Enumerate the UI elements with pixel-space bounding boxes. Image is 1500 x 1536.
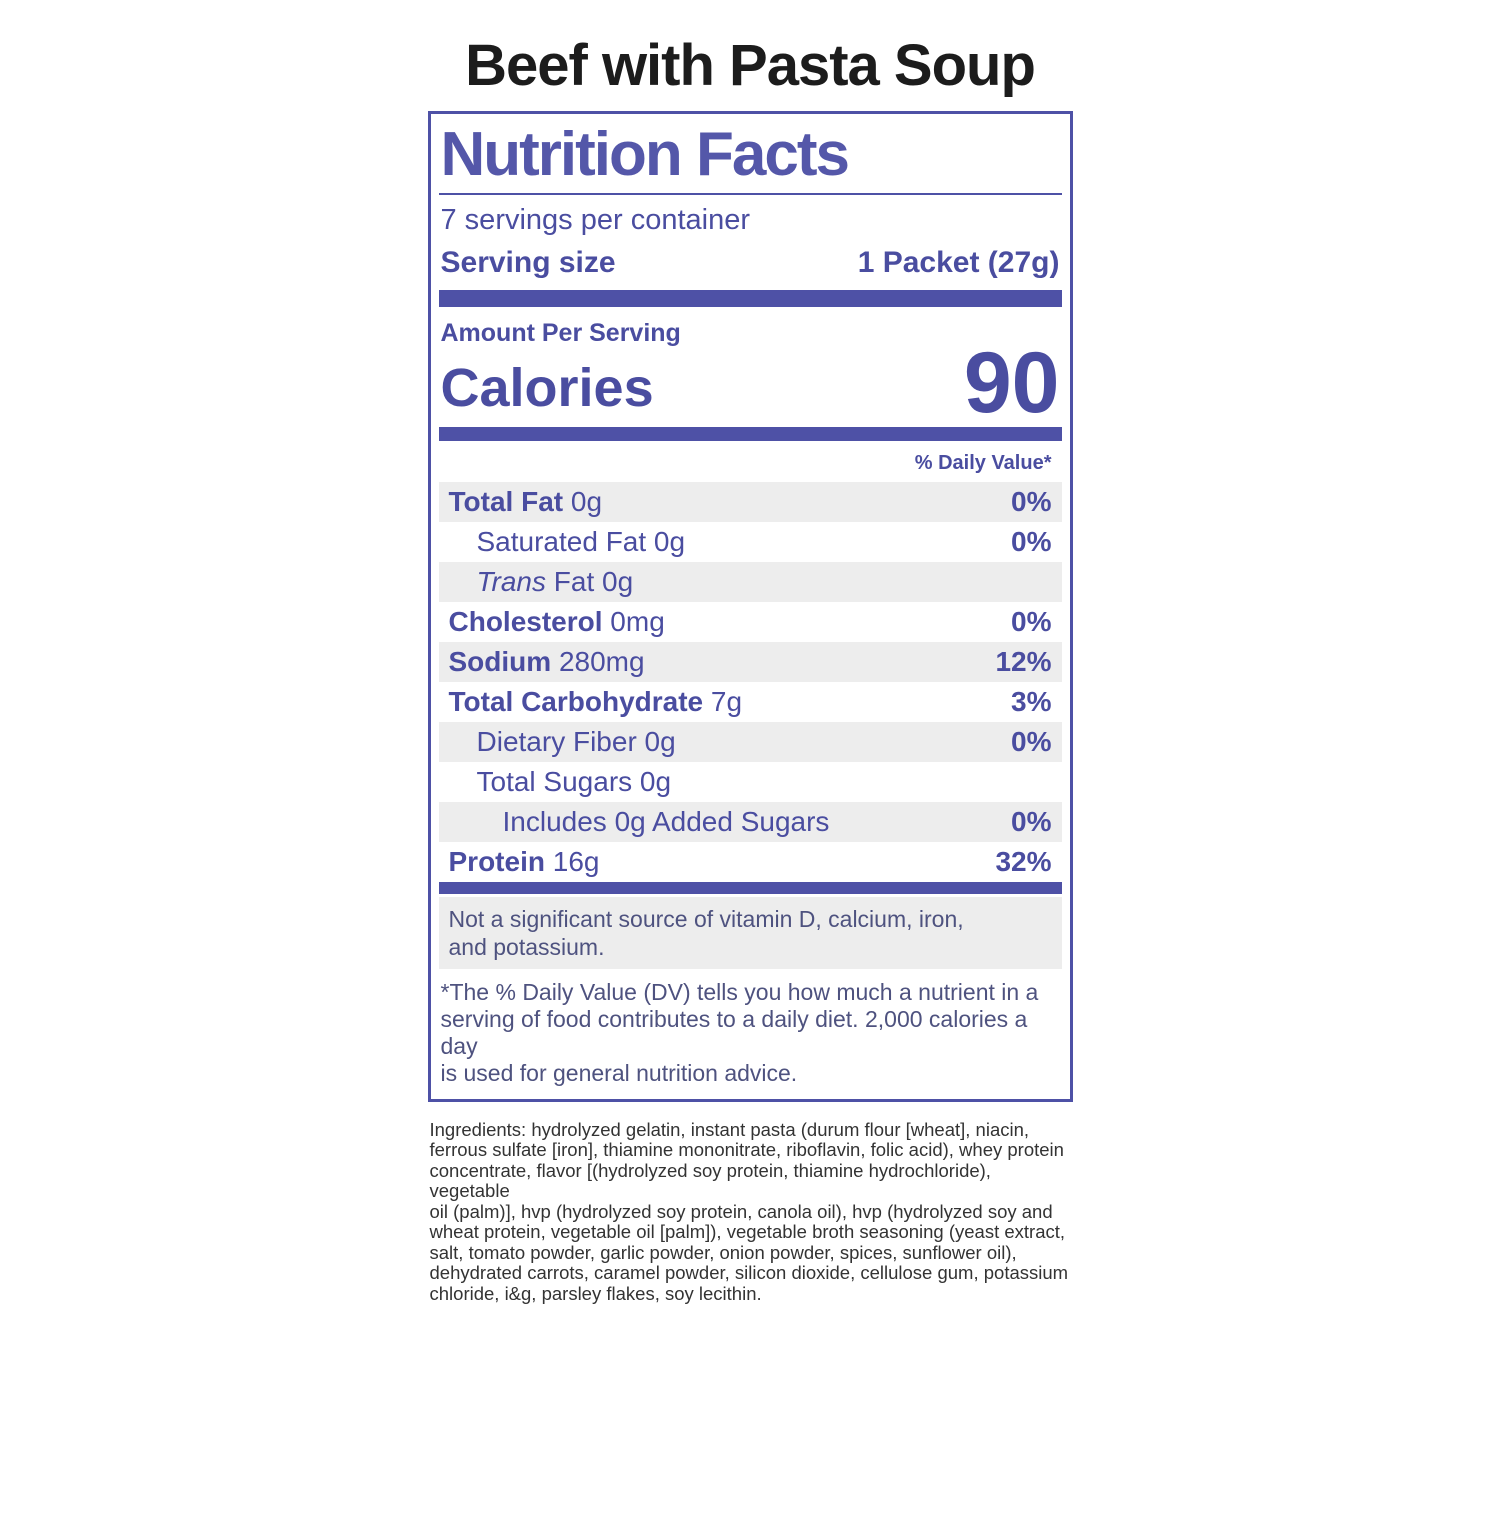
ingredients-line: oil (palm)], hvp (hydrolyzed soy protein… [429, 1200, 1053, 1222]
nutrient-row: Total Fat 0g 0% [438, 481, 1062, 522]
nutrient-row: Includes 0g Added Sugars 0% [438, 801, 1062, 842]
nutrition-facts-heading: Nutrition Facts [440, 119, 850, 189]
ingredients-line: ferrous sulfate [iron], thiamine mononit… [429, 1139, 1064, 1161]
serving-size-label: Serving size [440, 246, 616, 280]
nutrient-name: Total Sugars 0g [476, 765, 672, 797]
nutrient-name: Includes 0g Added Sugars [502, 805, 830, 837]
page: { "product_title": "Beef with Pasta Soup… [0, 33, 1500, 1536]
note-line: Not a significant source of vitamin D, c… [448, 905, 964, 932]
nutrient-row: Total Sugars 0g [439, 762, 1062, 802]
nutrient-row: Total Carbohydrate 7g 3% [439, 682, 1062, 722]
ingredients-line: dehydrated carrots, caramel powder, sili… [429, 1262, 1069, 1284]
calories-row: Calories 90 [440, 335, 1060, 432]
nutrient-row: Trans Fat 0g [438, 561, 1062, 602]
note-line: and potassium. [448, 933, 605, 960]
nutrient-name: Trans Fat 0g [476, 565, 634, 597]
serving-size-value: 1 Packet (27g) [857, 246, 1060, 280]
content-column: Beef with Pasta Soup Nutrition Facts 7 s… [427, 33, 1073, 1305]
nutrient-daily-value: 0% [1011, 525, 1052, 557]
serving-size-row: Serving size 1 Packet (27g) [441, 246, 1060, 280]
ingredients-line: Ingredients: hydrolyzed gelatin, instant… [429, 1118, 1030, 1140]
nutrient-row: Dietary Fiber 0g 0% [438, 721, 1062, 762]
section-bar [438, 426, 1062, 441]
nutrient-daily-value: 0% [1011, 485, 1052, 517]
ingredients-line: wheat protein, vegetable oil [palm]), ve… [429, 1221, 1066, 1243]
nutrient-name: Saturated Fat 0g [476, 525, 686, 557]
nutrient-daily-value: 0% [1011, 725, 1052, 757]
ingredients-line: salt, tomato powder, garlic powder, onio… [429, 1241, 1017, 1263]
nutrient-name: Total Fat 0g [448, 485, 603, 517]
ingredients-line: chloride, i&g, parsley flakes, soy lecit… [429, 1282, 762, 1304]
nutrient-row: Cholesterol 0mg 0% [439, 602, 1062, 642]
footnote-line: is used for general nutrition advice. [440, 1059, 798, 1086]
nutrient-row: Saturated Fat 0g 0% [439, 522, 1062, 562]
footnote-line: *The % Daily Value (DV) tells you how mu… [440, 978, 1039, 1005]
nutrition-facts-panel: Nutrition Facts 7 servings per container… [427, 110, 1073, 1102]
product-title: Beef with Pasta Soup [465, 33, 1036, 98]
servings-per-container: 7 servings per container [440, 203, 751, 236]
calories-label: Calories [440, 357, 654, 418]
calories-value: 90 [963, 335, 1060, 432]
nutrient-row: Sodium 280mg 12% [438, 641, 1062, 682]
section-bar [438, 881, 1062, 894]
nutrient-name: Dietary Fiber 0g [476, 725, 676, 757]
nutrient-daily-value: 3% [1011, 685, 1052, 717]
nutrient-name: Sodium 280mg [448, 645, 645, 677]
nutrient-daily-value: 12% [995, 645, 1052, 677]
ingredients-paragraph: Ingredients: hydrolyzed gelatin, instant… [428, 1118, 1073, 1305]
daily-value-header: % Daily Value* [914, 451, 1052, 474]
nutrient-name: Protein 16g [448, 845, 600, 877]
ingredients-line: concentrate, flavor [(hydrolyzed soy pro… [429, 1159, 991, 1202]
amount-per-serving-label: Amount Per Serving [440, 319, 681, 348]
nutrient-daily-value: 32% [995, 845, 1052, 877]
nutrient-daily-value: 0% [1011, 805, 1052, 837]
nutrient-name: Cholesterol 0mg [448, 605, 665, 637]
nutrient-daily-value: 0% [1011, 605, 1052, 637]
thin-divider [438, 192, 1062, 195]
nutrient-name: Total Carbohydrate 7g [448, 685, 743, 717]
footnote-line: serving of food contributes to a daily d… [440, 1005, 1028, 1059]
nutrient-row: Protein 16g 32% [439, 842, 1062, 882]
insignificant-source-note: Not a significant source of vitamin D, c… [438, 896, 1062, 969]
nutrient-rows: Total Fat 0g 0% Saturated Fat 0g 0% Trans Fa… [438, 481, 1062, 882]
section-bar [438, 290, 1062, 308]
daily-value-footnote: *The % Daily Value (DV) tells you how mu… [441, 979, 1060, 1087]
